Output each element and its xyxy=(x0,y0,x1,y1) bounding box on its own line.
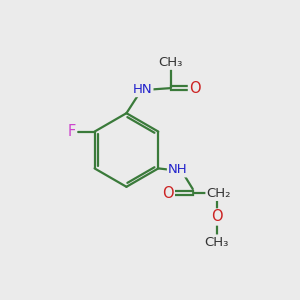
Text: CH₃: CH₃ xyxy=(205,236,229,248)
Text: O: O xyxy=(162,186,174,201)
Text: O: O xyxy=(189,81,201,96)
Text: HN: HN xyxy=(133,83,152,96)
Text: F: F xyxy=(68,124,76,139)
Text: CH₂: CH₂ xyxy=(206,187,231,200)
Text: O: O xyxy=(211,209,223,224)
Text: NH: NH xyxy=(168,164,188,176)
Text: CH₃: CH₃ xyxy=(158,56,183,69)
